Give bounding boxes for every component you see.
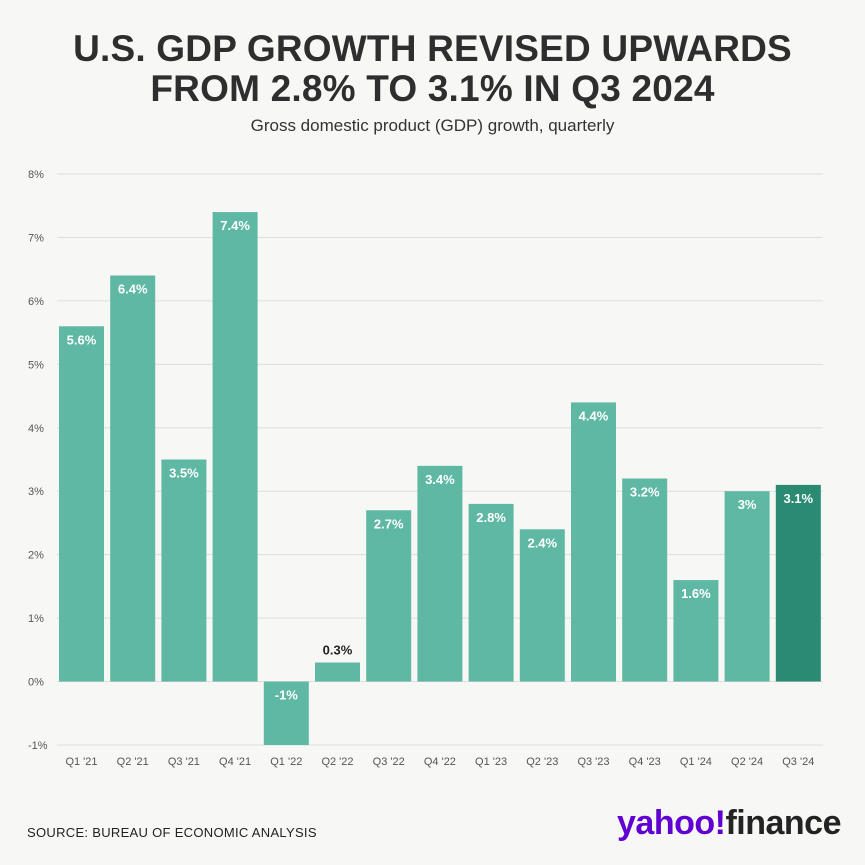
y-tick-label: 4% xyxy=(28,423,44,435)
bars xyxy=(59,212,821,745)
brand-finance: finance xyxy=(725,804,841,842)
data-label: 6.4% xyxy=(118,282,148,297)
x-tick-label: Q3 '21 xyxy=(168,756,200,768)
yahoo-finance-logo: yahoo!finance xyxy=(617,804,841,843)
x-tick-label: Q4 '21 xyxy=(219,756,251,768)
x-tick-label: Q2 '22 xyxy=(321,756,353,768)
bar-q2-23 xyxy=(519,529,565,682)
data-label: 0.3% xyxy=(323,643,353,658)
x-tick-label: Q3 '22 xyxy=(373,756,405,768)
bar-q2-24 xyxy=(724,491,770,682)
y-tick-label: 8% xyxy=(28,169,44,181)
x-tick-label: Q1 '22 xyxy=(270,756,302,768)
y-tick-label: 2% xyxy=(28,550,44,562)
bar-q4-22 xyxy=(417,465,463,682)
bar-q3-24 xyxy=(775,484,821,682)
y-tick-label: 6% xyxy=(28,296,44,308)
data-label: -1% xyxy=(275,688,299,703)
bar-q1-22 xyxy=(263,681,309,745)
y-axis-tick-labels: -1% 0% 1% 2% 3% 4% 5% 6% 7% 8% xyxy=(28,169,48,752)
bar-q1-23 xyxy=(468,503,514,682)
x-axis-tick-labels: Q1 '21 Q2 '21 Q3 '21 Q4 '21 Q1 '22 Q2 '22 Q3 '… xyxy=(65,756,814,768)
x-tick-label: Q1 '21 xyxy=(65,756,97,768)
chart-subtitle: Gross domestic product (GDP) growth, qua… xyxy=(250,116,615,135)
y-tick-label: 0% xyxy=(28,677,44,689)
data-label: 5.6% xyxy=(67,332,97,347)
bar-q3-22 xyxy=(366,510,412,682)
x-tick-label: Q2 '24 xyxy=(731,756,763,768)
x-tick-label: Q4 '23 xyxy=(629,756,661,768)
x-tick-label: Q1 '23 xyxy=(475,756,507,768)
data-label: 1.6% xyxy=(681,586,711,601)
data-label: 2.4% xyxy=(527,535,557,550)
source-note: SOURCE: BUREAU OF ECONOMIC ANALYSIS xyxy=(27,825,317,840)
brand-yahoo: yahoo! xyxy=(617,804,726,842)
bar-q2-22 xyxy=(315,662,360,682)
data-label: 3% xyxy=(738,497,757,512)
data-label: 2.8% xyxy=(476,510,506,525)
chart-title-line-2: FROM 2.8% TO 3.1% IN Q3 2024 xyxy=(150,68,715,109)
bar-q4-21 xyxy=(212,212,258,682)
bar-q4-23 xyxy=(622,478,668,682)
y-tick-label: 5% xyxy=(28,359,44,371)
y-tick-label: 3% xyxy=(28,486,44,498)
x-tick-label: Q4 '22 xyxy=(424,756,456,768)
x-tick-label: Q2 '21 xyxy=(117,756,149,768)
bar-q1-24 xyxy=(673,580,719,682)
data-label: 3.1% xyxy=(783,491,813,506)
bar-q1-21 xyxy=(59,326,104,682)
chart-title-line-1: U.S. GDP GROWTH REVISED UPWARDS xyxy=(73,28,792,69)
x-tick-label: Q1 '24 xyxy=(680,756,712,768)
bar-q3-23 xyxy=(571,402,616,682)
data-label: 7.4% xyxy=(220,218,250,233)
y-tick-label: -1% xyxy=(28,740,48,752)
x-tick-label: Q3 '24 xyxy=(782,756,814,768)
data-label: 3.5% xyxy=(169,466,199,481)
data-label: 4.4% xyxy=(579,408,609,423)
data-labels: 5.6% 6.4% 3.5% 7.4% -1% 0.3% 2.7% 3.4% 2.8% 2.4% 4… xyxy=(67,218,814,702)
data-label: 2.7% xyxy=(374,516,404,531)
bar-q3-21 xyxy=(161,459,207,682)
y-tick-label: 1% xyxy=(28,613,44,625)
x-tick-label: Q3 '23 xyxy=(577,756,609,768)
y-tick-label: 7% xyxy=(28,232,44,244)
x-tick-label: Q2 '23 xyxy=(526,756,558,768)
data-label: 3.4% xyxy=(425,472,455,487)
data-label: 3.2% xyxy=(630,485,660,500)
bar-q2-21 xyxy=(110,275,156,682)
